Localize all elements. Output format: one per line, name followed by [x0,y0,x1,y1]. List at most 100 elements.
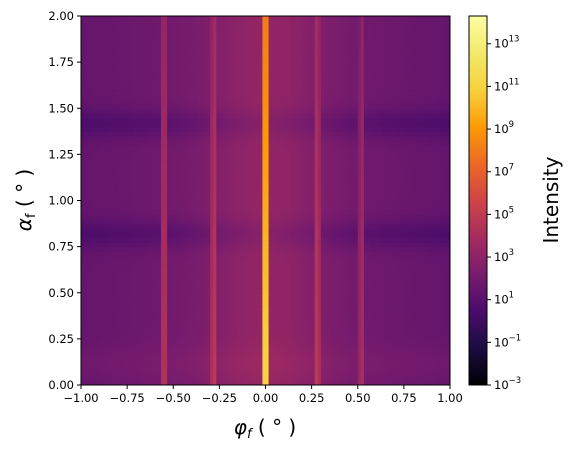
heatmap-cell [265,278,270,285]
heatmap-cell [366,320,371,326]
heatmap-cell [84,274,88,280]
heatmap-cell [197,283,202,289]
heatmap-cell [363,343,368,349]
heatmap-cell [243,209,248,215]
heatmap-cell [440,200,445,206]
heatmap-cell [440,292,445,298]
heatmap-cell [120,380,125,385]
heatmap-cell [111,343,116,349]
heatmap-cell [305,334,310,340]
heatmap-cell [394,380,399,385]
heatmap-cell [373,278,377,285]
heatmap-cell [210,311,214,317]
heatmap-cell [370,325,374,331]
heatmap-cell [268,246,273,252]
heatmap-cell [342,329,347,335]
heatmap-cell [400,269,405,275]
heatmap-cell [90,297,94,303]
heatmap-cell [419,352,423,358]
heatmap-cell [108,283,113,289]
heatmap-cell [99,209,104,215]
heatmap-cell [120,334,125,340]
heatmap-cell [222,315,227,322]
heatmap-cell [413,269,417,275]
heatmap-cell [373,228,377,234]
heatmap-cell [182,306,187,312]
heatmap-cell [262,301,267,308]
heatmap-cell [339,228,343,234]
heatmap-cell [157,352,162,358]
heatmap-cell [366,380,371,385]
heatmap-cell [231,232,236,238]
heatmap-cell [204,297,208,303]
heatmap-cell [219,274,224,280]
heatmap-cell [290,375,294,381]
heatmap-cell [237,195,242,202]
heatmap-cell [302,269,307,275]
heatmap-cell [194,237,199,243]
heatmap-cell [179,255,184,262]
heatmap-cell [403,278,408,285]
heatmap-cell [81,325,85,331]
heatmap-cell [302,329,307,335]
heatmap-cell [382,260,387,266]
heatmap-cell [182,191,187,197]
heatmap-cell [345,218,350,225]
heatmap-cell [213,292,217,298]
heatmap-cell [256,274,260,280]
heatmap-cell [327,265,331,271]
heatmap-cell [120,265,125,271]
heatmap-cell [354,200,359,206]
heatmap-cell [440,325,445,331]
heatmap-cell [265,329,270,335]
heatmap-cell [308,200,313,206]
heatmap-cell [379,246,383,252]
heatmap-cell [416,361,420,368]
heatmap-cell [231,301,236,308]
heatmap-cell [139,343,144,349]
heatmap-cell [105,375,110,381]
heatmap-cell [379,288,383,294]
heatmap-cell [434,348,439,354]
heatmap-cell [111,251,116,257]
heatmap-cell [351,371,356,377]
heatmap-cell [339,375,343,381]
heatmap-cell [84,218,88,225]
heatmap-cell [160,380,165,385]
heatmap-cell [176,191,180,197]
heatmap-cell [93,375,97,381]
heatmap-cell [431,209,436,215]
heatmap-cell [339,348,343,354]
heatmap-cell [391,375,396,381]
heatmap-cell [434,311,439,317]
heatmap-cell [108,288,113,294]
heatmap-cell [90,288,94,294]
heatmap-cell [336,288,340,294]
heatmap-cell [373,306,377,312]
heatmap-cell [207,334,211,340]
heatmap-cell [323,380,328,385]
heatmap-cell [142,283,147,289]
heatmap-cell [428,325,433,331]
heatmap-cell [170,297,174,303]
heatmap-cell [342,283,347,289]
heatmap-cell [250,274,254,280]
heatmap-cell [394,348,399,354]
heatmap-cell [228,251,233,257]
heatmap-cell [425,269,430,275]
heatmap-cell [287,191,291,197]
heatmap-cell [348,223,353,229]
heatmap-cell [373,343,377,349]
heatmap-cell [90,292,94,298]
heatmap-cell [446,315,450,322]
heatmap-cell [290,334,294,340]
heatmap-cell [333,246,337,252]
heatmap-cell [274,297,279,303]
heatmap-cell [127,361,131,368]
heatmap-cell [443,348,448,354]
heatmap-cell [416,311,420,317]
heatmap-cell [182,223,187,229]
heatmap-cell [210,357,214,363]
heatmap-cell [225,246,230,252]
heatmap-cell [210,301,214,308]
